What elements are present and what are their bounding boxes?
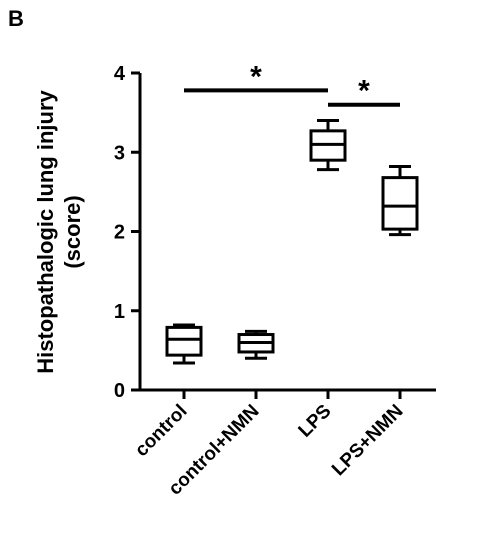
y-tick-label: 2 (114, 222, 125, 244)
y-axis-title-line1: Histopathalogic lung injury (33, 89, 58, 373)
iqr-box (381, 176, 419, 231)
significance-star: * (358, 75, 370, 108)
significance-markers: * * (184, 60, 400, 108)
y-tick-label: 0 (114, 380, 125, 402)
x-tick-label: LPS (295, 401, 336, 442)
box-control-nmn (237, 329, 275, 360)
y-axis-title: Histopathalogic lung injury (score) (33, 89, 85, 373)
box-lps (309, 119, 347, 172)
x-tick-label: LPS+NMN (328, 401, 407, 480)
significance-star: * (250, 60, 262, 93)
box-control (165, 323, 203, 365)
y-tick-label: 1 (114, 301, 125, 323)
box-lps-nmn (381, 165, 419, 237)
x-tick-label: control (131, 401, 191, 461)
y-ticks: 0 1 2 3 4 (114, 63, 140, 402)
iqr-box (165, 325, 203, 357)
y-axis-title-line2: (score) (60, 195, 85, 268)
y-tick-label: 4 (114, 63, 126, 85)
boxes (165, 119, 419, 365)
y-tick-label: 3 (114, 142, 125, 164)
panel-label: B (8, 6, 24, 31)
